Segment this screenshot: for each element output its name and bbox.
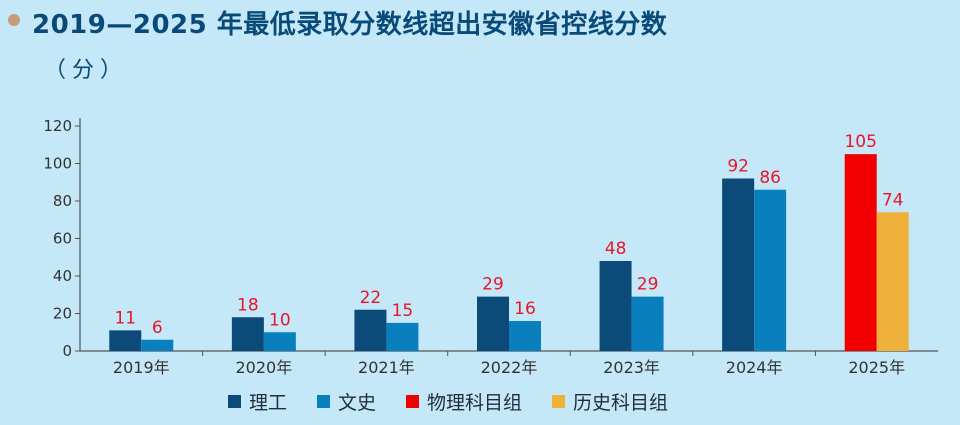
y-tick-label: 80 <box>53 192 72 210</box>
x-tick-label: 2025年 <box>848 358 905 377</box>
x-tick-label: 2022年 <box>481 358 538 377</box>
bar-value-label: 16 <box>514 299 536 319</box>
bar <box>631 296 664 351</box>
legend-label-wuli: 物理科目组 <box>427 392 523 414</box>
legend-label-ligong: 理工 <box>249 392 288 414</box>
bar-value-label: 15 <box>392 301 414 321</box>
bar <box>477 296 509 351</box>
bar-value-label: 22 <box>360 288 382 308</box>
bar <box>599 261 632 351</box>
y-tick-label: 20 <box>53 305 72 323</box>
y-tick-label: 120 <box>43 117 72 135</box>
y-tick-label: 40 <box>53 267 72 285</box>
y-tick-label: 0 <box>62 342 72 360</box>
bar <box>509 321 541 351</box>
bar <box>844 154 877 351</box>
bar <box>876 212 909 351</box>
bar-value-label: 48 <box>605 239 627 259</box>
bar-value-label: 86 <box>759 168 781 188</box>
bar-value-label: 6 <box>152 318 163 338</box>
bar-value-label: 74 <box>882 190 904 210</box>
bar <box>386 322 419 351</box>
bar-value-label: 10 <box>269 310 291 330</box>
legend-item-ligong: 理工 <box>228 388 287 415</box>
legend-swatch-lishi <box>552 395 566 408</box>
chart-title: 2019—2025 年最低录取分数线超出安徽省控线分数 <box>32 10 668 40</box>
legend-item-wuli: 物理科目组 <box>406 388 522 415</box>
legend-item-lishi: 历史科目组 <box>552 388 668 415</box>
legend-swatch-wuli <box>406 395 420 408</box>
x-tick-label: 2021年 <box>358 358 415 377</box>
y-tick-label: 100 <box>43 155 72 173</box>
y-tick-label: 60 <box>53 230 72 248</box>
bar <box>754 189 787 351</box>
legend-swatch-wenshi <box>317 395 331 408</box>
x-tick-label: 2020年 <box>235 358 292 377</box>
bar <box>263 332 296 351</box>
legend-swatch-ligong <box>228 395 241 408</box>
title-bullet-icon <box>8 14 20 26</box>
legend-item-wenshi: 文史 <box>317 388 376 415</box>
legend-label-wenshi: 文史 <box>338 392 377 414</box>
bar-value-label: 11 <box>114 308 136 328</box>
bar <box>354 309 387 351</box>
chart-legend: 理工 文史 物理科目组 历史科目组 <box>228 388 668 415</box>
y-axis-unit-label: （分） <box>44 58 129 83</box>
bar-value-label: 18 <box>237 295 259 315</box>
bar-value-label: 29 <box>637 275 659 295</box>
bar <box>722 178 755 351</box>
x-tick-label: 2024年 <box>726 358 783 377</box>
legend-label-lishi: 历史科目组 <box>573 392 669 414</box>
bar-value-label: 92 <box>727 157 749 177</box>
x-tick-label: 2023年 <box>603 358 660 377</box>
x-tick-label: 2019年 <box>113 358 170 377</box>
bar <box>231 317 264 351</box>
bar <box>141 339 174 351</box>
bar <box>109 330 142 351</box>
bar-value-label: 105 <box>844 132 876 152</box>
bar-value-label: 29 <box>482 275 504 295</box>
